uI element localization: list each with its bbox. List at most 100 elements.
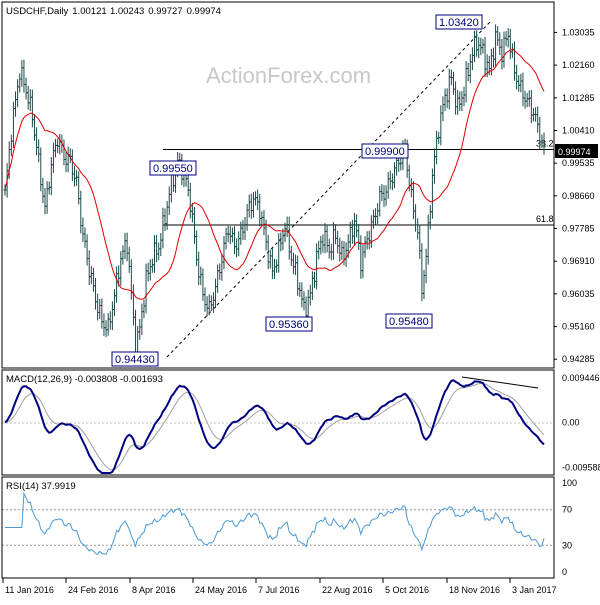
macd-divergence-line: [461, 376, 539, 389]
price-bar: [367, 230, 371, 250]
price-bar: [275, 259, 279, 273]
price-bar: [22, 59, 26, 93]
price-bar: [291, 252, 296, 275]
price-bar: [340, 240, 344, 261]
ohlc-close: 0.99974: [187, 6, 221, 17]
rsi-tick-label: 0: [562, 567, 567, 577]
price-bar: [319, 236, 323, 255]
symbol-title: USDCHF,Daily 1.00121 1.00243 0.99727 0.99974: [6, 6, 221, 17]
price-bar: [220, 253, 224, 281]
price-bar: [359, 235, 363, 279]
svg-text:0.95360: 0.95360: [269, 319, 309, 331]
price-bar: [51, 142, 56, 173]
price-bar: [424, 248, 428, 284]
price-bar: [451, 71, 456, 95]
price-bar: [521, 72, 525, 107]
price-bar: [89, 265, 93, 285]
price-bar: [323, 223, 327, 254]
macd-tick-label: -0.009588: [562, 462, 600, 472]
price-bar: [81, 217, 85, 243]
price-bar: [426, 214, 430, 265]
price-bar: [72, 165, 77, 187]
price-bar: [218, 263, 222, 280]
price-bar: [256, 189, 260, 210]
price-bar: [53, 138, 58, 158]
price-bar: [163, 208, 167, 231]
fib-lines: 38.2 61.8: [163, 139, 554, 226]
price-bar: [352, 212, 357, 245]
price-tick-label: 1.01285: [562, 93, 595, 103]
price-bar: [422, 269, 426, 300]
price-bar: [298, 282, 302, 297]
price-bar: [321, 234, 325, 253]
price-bar: [447, 68, 451, 110]
price-bar: [194, 230, 199, 266]
price-tick-label: 0.96910: [562, 256, 595, 266]
price-bar: [456, 89, 460, 115]
price-bar: [247, 194, 251, 218]
price-bar: [443, 88, 447, 112]
price-bar: [382, 185, 386, 208]
price-bar: [243, 216, 247, 241]
last-price-box: [555, 144, 598, 158]
price-bar: [308, 284, 312, 306]
price-bar: [350, 219, 355, 244]
price-bar: [26, 85, 30, 110]
price-bar: [119, 251, 123, 286]
svg-text:0.95480: 0.95480: [389, 316, 429, 328]
rsi-line: [5, 491, 545, 556]
price-bar: [418, 224, 422, 259]
price-bar: [344, 242, 348, 268]
price-bar: [357, 224, 361, 251]
price-bar: [140, 303, 144, 336]
date-tick-label: 22 Aug 2016: [322, 585, 373, 595]
date-tick-label: 24 Feb 2016: [68, 585, 119, 595]
ohlc-open: 1.00121: [72, 6, 106, 17]
price-bar: [504, 31, 508, 47]
price-bar: [232, 226, 237, 255]
price-bar: [43, 188, 47, 215]
price-bar: [241, 220, 245, 241]
price-annotation: 0.99550: [149, 160, 197, 176]
price-annotation: 0.99900: [361, 143, 409, 159]
price-bar: [186, 172, 190, 197]
price-bar: [458, 91, 462, 111]
macd-tick-label: 0.009446: [562, 373, 600, 383]
rsi-pane-frame: [1, 476, 555, 579]
price-bar: [508, 28, 512, 60]
price-bar: [251, 191, 256, 218]
price-bar: [49, 156, 53, 196]
price-bar: [386, 172, 390, 199]
price-tick-label: 0.95160: [562, 322, 595, 332]
price-bar: [230, 227, 234, 243]
price-bar: [112, 289, 117, 316]
price-annotation: 0.95360: [265, 316, 313, 332]
price-bar: [157, 242, 161, 261]
price-bar: [470, 47, 475, 71]
timeframe: Daily: [47, 6, 68, 17]
price-bar: [483, 36, 487, 77]
price-bar: [302, 291, 306, 311]
price-bar: [123, 232, 127, 260]
price-bar: [154, 235, 159, 263]
price-bar: [270, 247, 274, 280]
price-bar: [384, 185, 388, 206]
price-bar: [235, 238, 239, 258]
price-bar: [390, 173, 395, 191]
price-bar: [378, 185, 382, 217]
price-tick-label: 1.00410: [562, 125, 595, 135]
price-annotation: 1.03420: [435, 14, 483, 30]
rsi-pane: 100 70 30 0 RSI(14) 37.9919: [1, 476, 577, 579]
svg-text:0.99900: 0.99900: [365, 146, 405, 158]
price-bar: [64, 151, 68, 172]
date-tick-label: 11 Jan 2016: [5, 585, 54, 595]
price-bar: [161, 207, 165, 249]
price-bar: [277, 233, 281, 273]
price-bar: [542, 132, 546, 155]
price-bar: [536, 106, 540, 133]
price-bar: [468, 54, 472, 84]
price-annotation: 0.95480: [385, 313, 433, 329]
price-bar: [159, 232, 163, 257]
